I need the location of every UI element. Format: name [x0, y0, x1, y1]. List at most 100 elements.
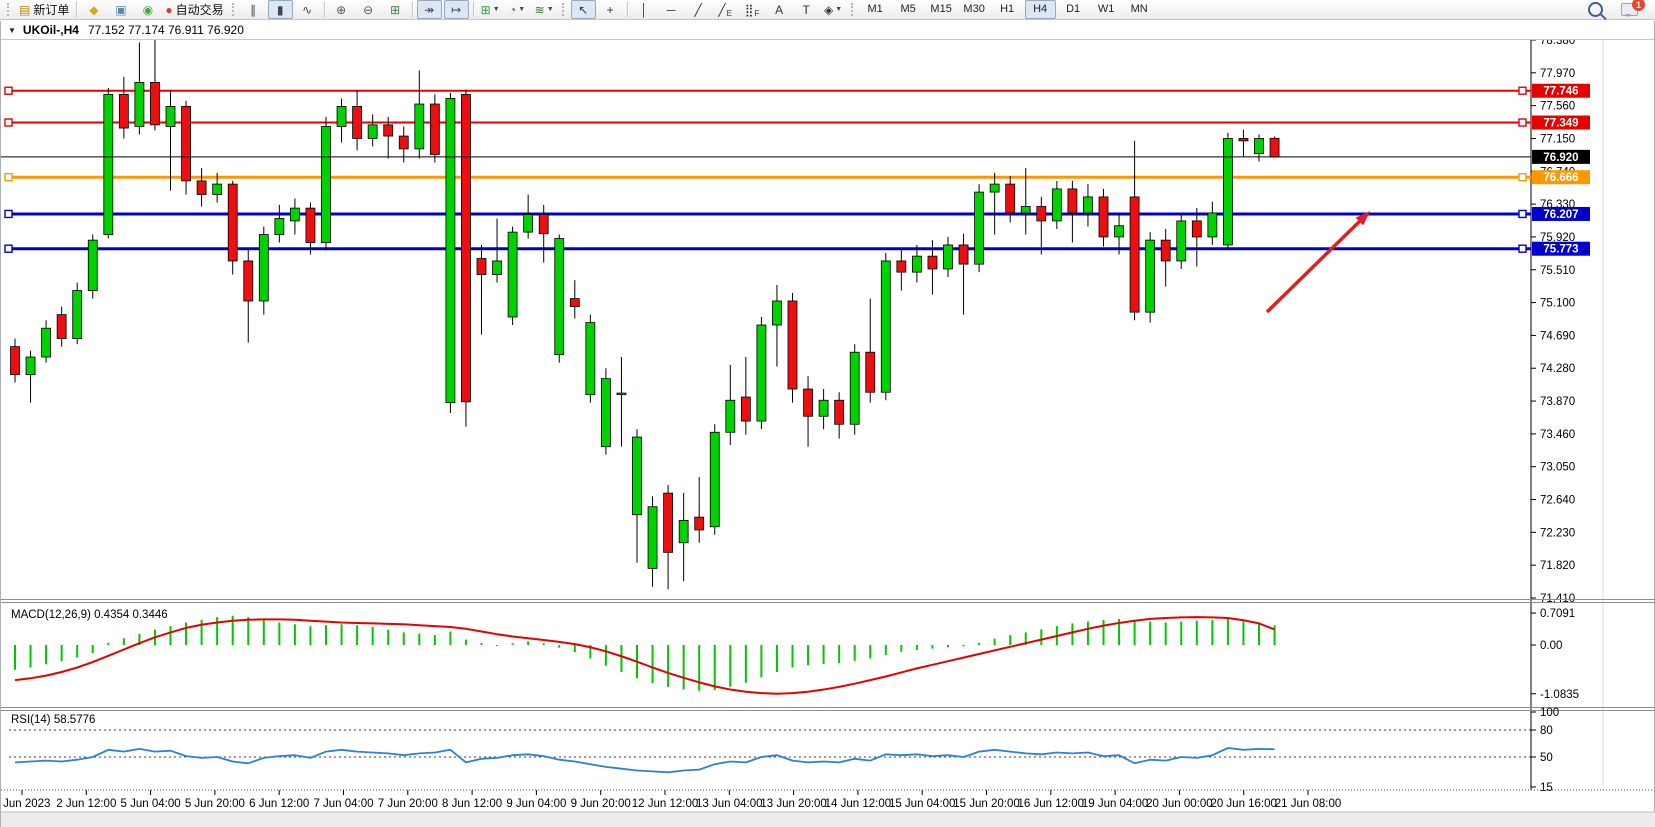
pane-splitter[interactable] — [1, 710, 1655, 711]
terminal-icon[interactable]: ▣ — [108, 0, 133, 19]
toolbar-sep — [323, 2, 325, 17]
auto-scroll-icon[interactable]: ↠ — [416, 0, 442, 19]
search-icon[interactable] — [1588, 2, 1603, 17]
time-tick-label: 9 Jun 20:00 — [571, 798, 631, 810]
macd-bar — [464, 639, 467, 645]
toolbar-grip — [7, 3, 11, 16]
level-line-77.746[interactable] — [4, 86, 1531, 95]
timeframe-h1[interactable]: H1 — [1000, 3, 1015, 15]
candle — [352, 90, 363, 151]
macd-axis-label: 0.7091 — [1540, 608, 1575, 620]
level-handle[interactable] — [4, 209, 13, 219]
trendline-icon[interactable]: ╱ — [686, 0, 711, 19]
level-line-76.207[interactable] — [4, 209, 1531, 219]
svg-text:76.666: 76.666 — [1543, 172, 1578, 184]
price-axis[interactable]: 78.38077.97077.56077.15076.74076.33075.9… — [1531, 40, 1590, 605]
price-tick-label: 77.150 — [1540, 133, 1575, 145]
crosshair-icon[interactable]: + — [598, 0, 623, 19]
candlestick-chart-icon[interactable]: ▮ — [267, 0, 293, 19]
level-handle[interactable] — [4, 244, 13, 253]
level-handle[interactable] — [1518, 86, 1527, 95]
level-handle[interactable] — [1518, 118, 1527, 127]
timeframe-m1[interactable]: M1 — [867, 3, 883, 15]
macd-pane: MACD(12,26,9) 0.4354 0.3446 0.7091 0.00 -1.… — [11, 608, 1579, 701]
bar-chart-icon[interactable]: ∥ — [241, 0, 266, 19]
candle — [103, 88, 114, 239]
profiles-button[interactable]: ◔ ▼ — [505, 0, 530, 19]
time-tick-label: 21 Jun 08:00 — [1275, 798, 1342, 810]
candles — [10, 40, 1280, 590]
indicators-button[interactable]: ≋ ▼ — [532, 0, 557, 19]
level-line-77.349[interactable] — [4, 118, 1531, 127]
level-handle[interactable] — [1518, 173, 1527, 182]
new-chart-button[interactable]: ⊞ ▼ — [478, 0, 503, 19]
toolbar-items: ▤ 新订单 ◆ ▣ ◉ ● 自动交易 ∥ ▮ ∿ ⊕ ⊖ ⊞ ↠ ↦ ⊞ ▼ ◔ ▼ ≋ ▼ ↖ + │ ─ ╱ ╱ E ⣿ F A T ◈ ▼ M… — [3, 0, 1156, 19]
chart-menu-icon[interactable]: ▼ — [8, 25, 16, 35]
cursor-icon[interactable]: ↖ — [570, 0, 596, 19]
level-handle[interactable] — [1518, 209, 1527, 219]
timeframe-h4[interactable]: H4 — [1024, 0, 1056, 19]
timeframe-m30[interactable]: M30 — [963, 3, 985, 15]
timeframe-w1[interactable]: W1 — [1097, 3, 1115, 15]
macd-bar — [542, 643, 545, 645]
tile-windows-icon[interactable]: ⊞ — [383, 0, 408, 19]
candle — [725, 365, 736, 446]
level-handle[interactable] — [1518, 244, 1527, 253]
zoom-in-icon[interactable]: ⊕ — [329, 0, 354, 19]
shapes-button-glyph: ◈ — [824, 2, 834, 17]
candle — [367, 114, 378, 147]
pane-splitter[interactable] — [1, 599, 1655, 600]
text-label-icon[interactable]: T — [794, 0, 819, 19]
trend-arrow-object[interactable] — [1265, 211, 1371, 314]
candle — [507, 226, 518, 325]
horizontal-line-icon[interactable]: ─ — [659, 0, 684, 19]
level-handle[interactable] — [4, 118, 13, 127]
chart-canvas[interactable]: 78.38077.97077.56077.15076.74076.33075.9… — [1, 40, 1655, 827]
macd-bar — [91, 645, 94, 654]
timeframe-m5[interactable]: M5 — [900, 3, 916, 15]
candle — [150, 40, 160, 131]
macd-bar — [682, 645, 685, 690]
macd-bar — [309, 626, 312, 645]
chat-icon[interactable]: 1 — [1621, 0, 1645, 17]
vertical-line-icon[interactable]: │ — [632, 0, 657, 19]
pane-splitter[interactable] — [1, 707, 1655, 708]
level-handle[interactable] — [4, 173, 13, 182]
auto-trading-button[interactable]: ● 自动交易 — [162, 0, 226, 19]
fibonacci-icon[interactable]: ⣿ F — [740, 0, 765, 19]
seal-icon-glyph: ◆ — [89, 2, 99, 17]
candle — [958, 233, 969, 315]
toolbar: ▤ 新订单 ◆ ▣ ◉ ● 自动交易 ∥ ▮ ∿ ⊕ ⊖ ⊞ ↠ ↦ ⊞ ▼ ◔ ▼ ≋ ▼ ↖ + │ ─ ╱ ╱ E ⣿ F A T ◈ ▼ M… — [0, 0, 1655, 20]
timeframe-mn[interactable]: MN — [1130, 3, 1148, 15]
candle — [196, 168, 207, 207]
time-axis[interactable]: 1 Jun 2023 2 Jun 12:00 5 Jun 04:00 5 Jun 20… — [1, 789, 1655, 810]
zoom-out-icon[interactable]: ⊖ — [356, 0, 381, 19]
time-tick-label: 12 Jun 12:00 — [632, 798, 699, 810]
svg-text:76.920: 76.920 — [1543, 152, 1578, 164]
signal-icon[interactable]: ◉ — [135, 0, 160, 19]
rsi-axis-label: 100 — [1540, 707, 1559, 719]
candle — [1036, 196, 1047, 255]
macd-bar — [1164, 622, 1167, 645]
seal-icon[interactable]: ◆ — [81, 0, 106, 19]
pane-splitter[interactable] — [1, 602, 1655, 603]
time-tick-label: 5 Jun 20:00 — [185, 798, 245, 810]
new-order-button[interactable]: ▤ 新订单 — [16, 0, 72, 19]
macd-bar — [1242, 621, 1245, 645]
shapes-button[interactable]: ◈ ▼ — [821, 0, 846, 19]
price-tick-label: 72.230 — [1540, 527, 1575, 539]
notification-badge: 1 — [1632, 0, 1645, 11]
timeframe-m15[interactable]: M15 — [930, 3, 952, 15]
candle — [321, 116, 331, 251]
equidistant-channel-icon[interactable]: ╱ E — [713, 0, 738, 19]
candle — [896, 248, 907, 291]
line-chart-icon[interactable]: ∿ — [295, 0, 320, 19]
zoom-in-icon-glyph: ⊕ — [336, 2, 347, 17]
text-icon[interactable]: A — [767, 0, 792, 19]
level-handle[interactable] — [4, 86, 13, 95]
level-line-76.666[interactable] — [4, 173, 1531, 182]
timeframe-d1[interactable]: D1 — [1066, 3, 1081, 15]
chart-titlebar[interactable]: ▼ UKOil-,H4 77.152 77.174 76.911 76.920 — [1, 21, 1654, 40]
time-tick-label: 20 Jun 00:00 — [1146, 798, 1213, 810]
chart-shift-icon[interactable]: ↦ — [443, 0, 469, 19]
